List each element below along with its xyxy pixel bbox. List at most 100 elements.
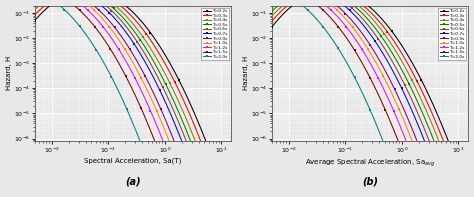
Line: T=0.2s: T=0.2s <box>270 0 452 149</box>
T=0.9s <box>389 82 394 84</box>
T=0.9s <box>343 12 348 15</box>
T=1.5s <box>139 110 145 112</box>
T=0.7s <box>384 60 390 62</box>
T=0.2s <box>281 12 287 14</box>
Line: T=1.0s: T=1.0s <box>77 0 173 150</box>
Line: T=0.4s: T=0.4s <box>270 0 442 147</box>
T=0.6s <box>428 146 434 148</box>
T=1.5s <box>374 89 379 91</box>
T=1.2s <box>388 102 393 105</box>
T=0.5s <box>190 145 195 147</box>
T=1.5s <box>378 100 384 102</box>
T=1.2s <box>387 100 392 103</box>
T=0.3s <box>164 66 170 68</box>
T=2.0s <box>124 108 130 111</box>
T=0.4s <box>195 146 201 148</box>
Line: T=0.5s: T=0.5s <box>270 0 438 149</box>
T=0.2s <box>140 22 146 25</box>
T=0.6s <box>270 5 275 7</box>
T=2.0s <box>364 102 370 104</box>
T=0.6s <box>165 97 171 99</box>
T=0.9s <box>92 6 98 8</box>
Line: T=0.9s: T=0.9s <box>270 0 420 148</box>
T=1.5s <box>377 98 383 100</box>
T=1.0s <box>145 89 150 92</box>
T=0.2s <box>269 26 274 28</box>
T=0.2s <box>119 2 125 4</box>
T=0.5s <box>269 10 274 13</box>
Line: T=1.0s: T=1.0s <box>320 0 415 147</box>
T=2.0s <box>383 146 388 149</box>
T=0.9s <box>173 145 179 147</box>
T=0.7s <box>145 65 150 67</box>
Line: T=0.7s: T=0.7s <box>33 0 186 149</box>
Line: T=0.4s: T=0.4s <box>33 0 199 148</box>
T=0.4s <box>173 95 179 97</box>
T=0.5s <box>383 43 389 45</box>
T=0.2s <box>276 18 282 20</box>
T=0.2s <box>198 127 203 129</box>
Line: T=0.3s: T=0.3s <box>270 0 447 149</box>
T=0.4s <box>194 143 200 146</box>
T=1.5s <box>383 109 388 111</box>
T=0.3s <box>200 145 206 147</box>
T=0.3s <box>32 14 37 16</box>
T=0.5s <box>355 8 361 10</box>
T=0.2s <box>115 0 120 1</box>
T=0.3s <box>127 13 133 16</box>
T=1.0s <box>408 137 414 139</box>
T=1.2s <box>386 98 392 100</box>
T=0.3s <box>151 43 156 46</box>
T=1.2s <box>125 63 131 66</box>
Line: T=0.5s: T=0.5s <box>33 0 194 147</box>
T=0.6s <box>32 1 37 3</box>
T=0.3s <box>420 93 426 95</box>
Line: T=0.6s: T=0.6s <box>270 0 433 148</box>
T=1.2s <box>147 110 153 112</box>
T=0.3s <box>169 75 175 78</box>
Line: T=2.0s: T=2.0s <box>291 0 387 149</box>
T=0.9s <box>105 18 110 20</box>
T=0.5s <box>384 44 390 46</box>
T=1.5s <box>152 139 157 142</box>
T=0.3s <box>394 44 400 46</box>
T=1.5s <box>151 137 156 139</box>
T=0.5s <box>134 34 140 36</box>
T=0.7s <box>112 17 118 20</box>
T=0.2s <box>360 0 365 3</box>
T=0.9s <box>416 145 422 148</box>
Legend: T=0.2s, T=0.3s, T=0.4s, T=0.5s, T=0.6s, T=0.7s, T=0.9s, T=1.0s, T=1.2s, T=1.5s, : T=0.2s, T=0.3s, T=0.4s, T=0.5s, T=0.6s, … <box>201 8 229 60</box>
T=1.5s <box>154 145 159 147</box>
T=1.0s <box>409 139 415 142</box>
T=0.4s <box>361 9 367 11</box>
Legend: T=0.2s, T=0.3s, T=0.4s, T=0.5s, T=0.6s, T=0.7s, T=0.9s, T=1.0s, T=1.2s, T=1.5s, : T=0.2s, T=0.3s, T=0.4s, T=0.5s, T=0.6s, … <box>438 8 466 60</box>
T=1.5s <box>380 102 385 104</box>
T=0.5s <box>434 146 439 149</box>
T=0.6s <box>117 18 123 20</box>
T=1.2s <box>391 109 396 112</box>
T=1.2s <box>368 63 374 66</box>
T=0.6s <box>369 29 375 32</box>
T=0.6s <box>185 145 191 148</box>
T=1.5s <box>85 18 91 20</box>
T=0.9s <box>159 110 164 112</box>
T=0.7s <box>348 10 354 12</box>
T=0.5s <box>109 6 115 9</box>
T=0.4s <box>419 100 425 103</box>
T=0.5s <box>32 4 37 7</box>
T=1.2s <box>144 100 149 103</box>
T=0.9s <box>336 6 341 8</box>
T=1.0s <box>330 6 336 8</box>
T=0.2s <box>205 145 210 147</box>
T=0.3s <box>361 5 367 7</box>
T=0.7s <box>124 32 130 35</box>
T=0.5s <box>160 77 165 79</box>
T=0.3s <box>197 137 202 139</box>
T=0.3s <box>443 146 449 148</box>
T=2.0s <box>121 101 127 104</box>
T=1.0s <box>154 109 159 112</box>
T=0.5s <box>397 65 402 67</box>
T=1.2s <box>163 147 169 150</box>
T=1.2s <box>138 89 144 92</box>
T=0.4s <box>438 145 444 147</box>
